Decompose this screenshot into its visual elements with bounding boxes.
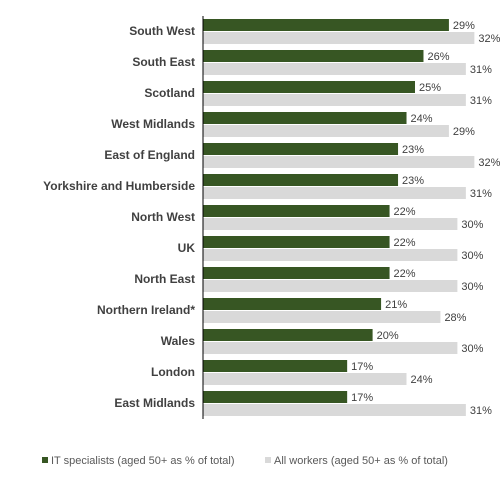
bar-all-workers-northern-ireland — [203, 311, 441, 323]
data-label-all-workers-london: 24% — [411, 374, 433, 386]
data-label-it-specialists-northern-ireland: 21% — [385, 299, 407, 311]
data-label-it-specialists-west-midlands: 24% — [411, 113, 433, 125]
bar-it-specialists-london — [203, 360, 348, 372]
data-label-all-workers-wales: 30% — [461, 343, 483, 355]
bar-all-workers-uk — [203, 249, 458, 261]
bar-all-workers-london — [203, 373, 407, 385]
bar-all-workers-scotland — [203, 94, 466, 106]
labels-layer: South West 29%32%South East 26%31%Scotland… — [43, 20, 500, 417]
data-label-it-specialists-london: 17% — [351, 361, 373, 373]
bar-it-specialists-yorkshire-and-humberside — [203, 174, 399, 186]
bars-layer — [203, 19, 475, 416]
data-label-it-specialists-uk: 22% — [394, 237, 416, 249]
category-label-north-east: North East — [134, 272, 195, 286]
bar-it-specialists-uk — [203, 236, 390, 248]
bar-it-specialists-northern-ireland — [203, 298, 382, 310]
data-label-all-workers-east-midlands: 31% — [470, 405, 492, 417]
data-label-it-specialists-south-east: 26% — [427, 51, 449, 63]
data-label-all-workers-uk: 30% — [461, 250, 483, 262]
bar-all-workers-north-west — [203, 218, 458, 230]
bar-it-specialists-north-east — [203, 267, 390, 279]
category-label-wales: Wales — [161, 334, 196, 348]
data-label-all-workers-south-west: 32% — [478, 33, 500, 45]
bar-all-workers-south-east — [203, 63, 466, 75]
data-label-it-specialists-east-of-england: 23% — [402, 144, 424, 156]
data-label-all-workers-north-west: 30% — [461, 219, 483, 231]
category-label-east-midlands: East Midlands — [114, 396, 195, 410]
data-label-all-workers-scotland: 31% — [470, 95, 492, 107]
category-label-uk: UK — [178, 241, 196, 255]
bar-it-specialists-south-west — [203, 19, 449, 31]
data-label-all-workers-north-east: 30% — [461, 281, 483, 293]
bar-all-workers-east-of-england — [203, 156, 475, 168]
data-label-it-specialists-south-west: 29% — [453, 20, 475, 32]
bar-all-workers-west-midlands — [203, 125, 449, 137]
category-label-yorkshire-and-humberside: Yorkshire and Humberside — [43, 179, 195, 193]
bar-all-workers-north-east — [203, 280, 458, 292]
bar-all-workers-yorkshire-and-humberside — [203, 187, 466, 199]
bar-it-specialists-south-east — [203, 50, 424, 62]
data-label-it-specialists-scotland: 25% — [419, 82, 441, 94]
category-label-west-midlands: West Midlands — [111, 117, 195, 131]
data-label-all-workers-west-midlands: 29% — [453, 126, 475, 138]
legend-swatch-all-workers — [265, 457, 271, 463]
category-label-south-west: South West — [129, 24, 195, 38]
legend-label-all-workers: All workers (aged 50+ as % of total) — [274, 455, 448, 467]
category-label-london: London — [151, 365, 195, 379]
bar-it-specialists-east-of-england — [203, 143, 399, 155]
bar-it-specialists-west-midlands — [203, 112, 407, 124]
legend-label-it-specialists: IT specialists (aged 50+ as % of total) — [51, 455, 235, 467]
bar-all-workers-east-midlands — [203, 404, 466, 416]
data-label-all-workers-south-east: 31% — [470, 64, 492, 76]
bar-all-workers-south-west — [203, 32, 475, 44]
data-label-all-workers-northern-ireland: 28% — [444, 312, 466, 324]
category-label-south-east: South East — [132, 55, 195, 69]
legend: IT specialists (aged 50+ as % of total) … — [42, 455, 448, 467]
data-label-it-specialists-yorkshire-and-humberside: 23% — [402, 175, 424, 187]
data-label-all-workers-east-of-england: 32% — [478, 157, 500, 169]
bar-it-specialists-east-midlands — [203, 391, 348, 403]
category-label-northern-ireland: Northern Ireland* — [97, 303, 195, 317]
bar-it-specialists-north-west — [203, 205, 390, 217]
bar-all-workers-wales — [203, 342, 458, 354]
bar-it-specialists-wales — [203, 329, 373, 341]
category-label-east-of-england: East of England — [104, 148, 195, 162]
data-label-it-specialists-wales: 20% — [377, 330, 399, 342]
bar-it-specialists-scotland — [203, 81, 415, 93]
data-label-it-specialists-east-midlands: 17% — [351, 392, 373, 404]
legend-swatch-it-specialists — [42, 457, 48, 463]
category-label-north-west: North West — [131, 210, 195, 224]
category-label-scotland: Scotland — [144, 86, 195, 100]
data-label-it-specialists-north-west: 22% — [394, 206, 416, 218]
data-label-all-workers-yorkshire-and-humberside: 31% — [470, 188, 492, 200]
data-label-it-specialists-north-east: 22% — [394, 268, 416, 280]
